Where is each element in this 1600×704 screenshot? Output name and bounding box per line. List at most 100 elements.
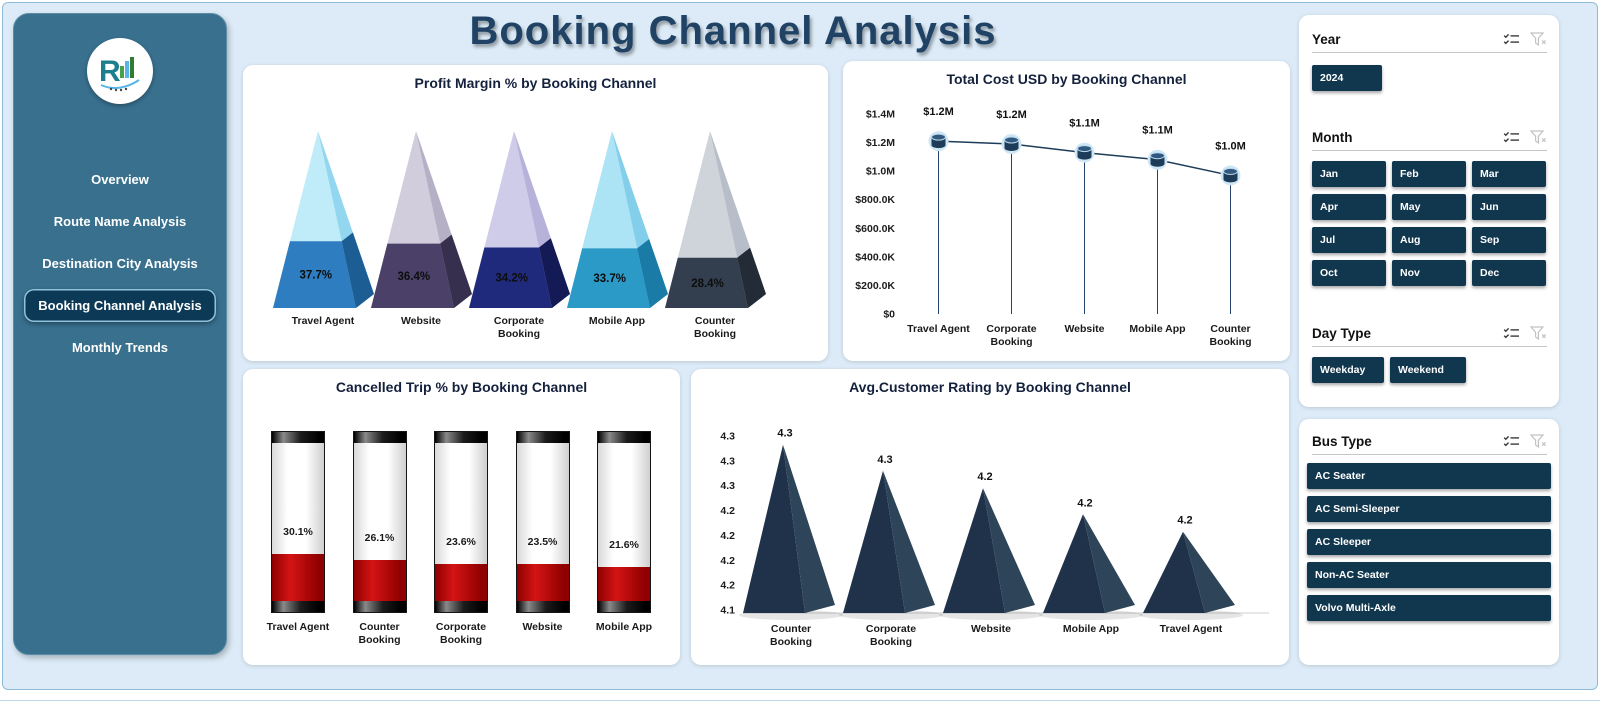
svg-text:4.1: 4.1: [720, 605, 735, 617]
svg-text:$1.1M: $1.1M: [1069, 118, 1100, 130]
day-type-options: Weekday Weekend: [1312, 357, 1466, 383]
bus-type-slicer-header: Bus Type: [1312, 429, 1547, 455]
battery-website[interactable]: 23.5%: [515, 431, 570, 613]
month-option-jul[interactable]: Jul: [1312, 227, 1386, 253]
year-slicer-title: Year: [1312, 32, 1341, 47]
pyramid-travel-agent[interactable]: 37.7%: [273, 131, 374, 308]
rating-pyramid-corporate-booking[interactable]: [839, 470, 943, 620]
battery-counter-booking[interactable]: 26.1%: [352, 431, 407, 613]
cost-chart-title: Total Cost USD by Booking Channel: [946, 71, 1187, 87]
clear-filter-icon[interactable]: [1530, 130, 1547, 145]
month-option-jun[interactable]: Jun: [1472, 194, 1546, 220]
x-label-text: Corporate Booking: [986, 323, 1037, 349]
pyramid-corporate-booking[interactable]: 34.2%: [469, 131, 570, 308]
rating-pyramid-website[interactable]: [939, 488, 1043, 620]
x-label-text: Counter Booking: [694, 315, 736, 341]
x-label-text: Website: [522, 621, 563, 633]
svg-text:34.2%: 34.2%: [495, 273, 528, 285]
battery-cap: [598, 432, 650, 443]
logo: R: [87, 38, 153, 104]
battery-fill: [598, 567, 650, 601]
svg-text:4.2: 4.2: [720, 505, 735, 517]
svg-text:4.3: 4.3: [877, 454, 892, 466]
svg-text:4.3: 4.3: [720, 480, 735, 492]
bus-type-option-ac-semi-sleeper[interactable]: AC Semi-Sleeper: [1307, 496, 1551, 522]
x-label-website: Website: [372, 315, 470, 328]
cost-marker-corporate-booking[interactable]: [1001, 134, 1022, 154]
bus-type-option-volvo-multi-axle[interactable]: Volvo Multi-Axle: [1307, 595, 1551, 621]
profit-pyramid-chart: 37.7% 36.4% 34.2% 33.7% 28.4%: [273, 131, 766, 308]
svg-text:37.7%: 37.7%: [300, 270, 333, 282]
month-option-nov[interactable]: Nov: [1392, 260, 1466, 286]
profit-margin-card: Profit Margin % by Booking Channel 37.7%…: [243, 65, 828, 361]
page-bottom-border: [0, 700, 1600, 701]
bus-type-option-ac-sleeper[interactable]: AC Sleeper: [1307, 529, 1551, 555]
rating-pyramid-counter-booking[interactable]: [739, 444, 843, 620]
clear-filter-icon[interactable]: [1530, 434, 1547, 449]
battery-cap: [353, 601, 406, 612]
multi-select-icon[interactable]: [1503, 327, 1520, 341]
multi-select-icon[interactable]: [1503, 33, 1520, 47]
multi-select-icon[interactable]: [1503, 435, 1520, 449]
x-label-text: Travel Agent: [266, 621, 330, 633]
rating-pyramid-travel-agent[interactable]: [1139, 531, 1243, 620]
month-option-feb[interactable]: Feb: [1392, 161, 1466, 187]
svg-text:$0: $0: [883, 309, 895, 321]
battery-mobile-app[interactable]: 21.6%: [597, 431, 651, 613]
bus-type-option-non-ac-seater[interactable]: Non-AC Seater: [1307, 562, 1551, 588]
pyramid-mobile-app[interactable]: 33.7%: [567, 131, 668, 308]
svg-text:$1.2M: $1.2M: [996, 109, 1027, 121]
svg-text:$400.0K: $400.0K: [855, 251, 895, 263]
month-option-aug[interactable]: Aug: [1392, 227, 1466, 253]
battery-value: 26.1%: [364, 532, 395, 544]
cost-marker-counter-booking[interactable]: [1220, 165, 1241, 186]
battery-corporate-booking[interactable]: 23.6%: [434, 431, 488, 613]
total-cost-card: Total Cost USD by Booking Channel $1.4M $…: [843, 61, 1290, 361]
x-label-counter-booking: Counter Booking: [666, 315, 764, 341]
sidebar-item-route-name-analysis[interactable]: Route Name Analysis: [53, 214, 187, 229]
x-label-text: Corporate Booking: [435, 621, 487, 647]
svg-text:4.2: 4.2: [1177, 515, 1192, 527]
cost-marker-website[interactable]: [1074, 142, 1095, 163]
year-option-2024[interactable]: 2024: [1312, 65, 1382, 91]
battery-travel-agent[interactable]: 30.1%: [271, 431, 325, 613]
bus-type-options: AC Seater AC Semi-Sleeper AC Sleeper Non-AC…: [1307, 463, 1551, 621]
sidebar-item-overview[interactable]: Overview: [91, 172, 149, 187]
x-label-mobile-app: Mobile App: [581, 621, 667, 634]
svg-text:4.3: 4.3: [777, 428, 792, 440]
x-label-travel-agent: Travel Agent: [274, 315, 372, 328]
svg-text:$800.0K: $800.0K: [855, 194, 895, 206]
clear-filter-icon[interactable]: [1530, 326, 1547, 341]
cost-marker-mobile-app[interactable]: [1147, 149, 1168, 170]
day-type-option-weekend[interactable]: Weekend: [1390, 357, 1466, 383]
month-option-sep[interactable]: Sep: [1472, 227, 1546, 253]
sidebar-item-destination-city-analysis[interactable]: Destination City Analysis: [42, 256, 198, 271]
filters-panel: Year 2024 Month Jan Feb Mar Apr May Jun Jul Aug…: [1299, 15, 1559, 407]
day-type-option-weekday[interactable]: Weekday: [1312, 357, 1384, 383]
sidebar-item-booking-channel-analysis[interactable]: Booking Channel Analysis: [24, 289, 216, 322]
multi-select-icon[interactable]: [1503, 131, 1520, 145]
month-option-mar[interactable]: Mar: [1472, 161, 1546, 187]
x-label-travel-agent: Travel Agent: [1141, 623, 1241, 636]
sidebar-item-monthly-trends[interactable]: Monthly Trends: [71, 340, 169, 355]
x-label-text: Travel Agent: [291, 315, 355, 327]
pyramid-website[interactable]: 36.4%: [371, 131, 472, 308]
battery-fill: [516, 564, 569, 601]
battery-cap: [435, 432, 487, 443]
sidebar-nav: Overview Route Name Analysis Destination C…: [14, 154, 226, 373]
bus-type-option-ac-seater[interactable]: AC Seater: [1307, 463, 1551, 489]
clear-filter-icon[interactable]: [1530, 32, 1547, 47]
battery-fill: [272, 554, 324, 601]
rating-pyramid-mobile-app[interactable]: [1039, 514, 1143, 620]
customer-rating-card: Avg.Customer Rating by Booking Channel 4…: [691, 369, 1289, 665]
cost-marker-travel-agent[interactable]: [928, 131, 949, 152]
month-option-may[interactable]: May: [1392, 194, 1466, 220]
month-option-jan[interactable]: Jan: [1312, 161, 1386, 187]
month-option-oct[interactable]: Oct: [1312, 260, 1386, 286]
svg-text:$1.2M: $1.2M: [866, 137, 895, 149]
month-option-dec[interactable]: Dec: [1472, 260, 1546, 286]
bus-type-panel: Bus Type AC Seater AC Semi-Sleeper AC Slee…: [1299, 419, 1559, 665]
month-option-apr[interactable]: Apr: [1312, 194, 1386, 220]
x-label-counter-booking: Counter Booking: [1191, 323, 1271, 349]
pyramid-counter-booking[interactable]: 28.4%: [665, 131, 766, 308]
